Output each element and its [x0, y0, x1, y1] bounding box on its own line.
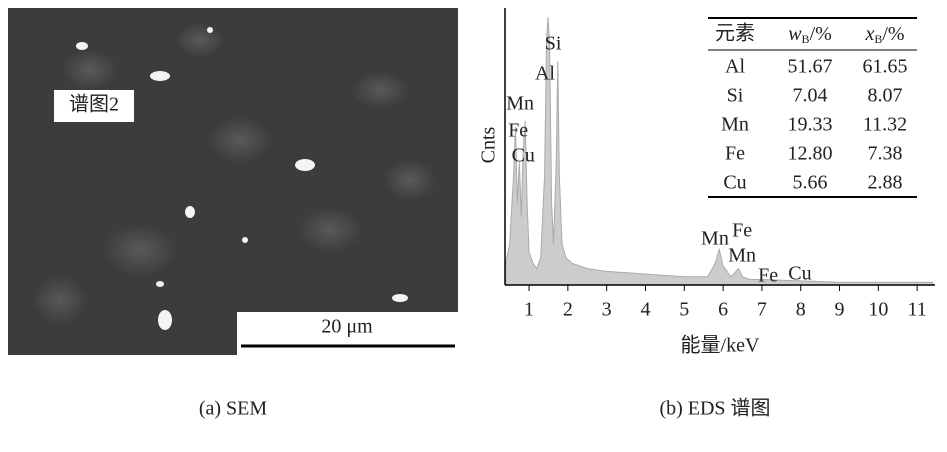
peak-label: Al [535, 62, 555, 84]
header-symbol: w [788, 23, 802, 45]
table-cell: Si [727, 85, 744, 107]
peak-label: Fe [732, 220, 752, 242]
sem-texture [30, 22, 438, 326]
x-tick-label: 10 [868, 299, 888, 321]
header-subscript: B [874, 32, 882, 46]
table-cell: 61.65 [863, 56, 908, 78]
header-subscript: B [802, 32, 810, 46]
x-tick-label: 1 [524, 299, 534, 321]
table-cell: 8.07 [868, 85, 903, 107]
table-cell: Al [725, 56, 745, 78]
peak-label: Mn [728, 244, 756, 266]
table-header: 元素 [715, 22, 755, 45]
spectrum [505, 17, 934, 286]
table-cell: 2.88 [868, 172, 903, 194]
table-header: xB/% [864, 23, 904, 46]
x-tick-label: 6 [718, 299, 728, 321]
table-cell: 51.67 [788, 56, 833, 78]
x-tick-label: 7 [757, 299, 767, 321]
table-cell: Fe [725, 143, 745, 165]
table-cell: 11.32 [863, 114, 907, 136]
peak-label: Fe [758, 264, 778, 286]
table-header: wB/% [788, 23, 832, 46]
spectrum-label: 谱图2 [69, 93, 119, 116]
peak-label: Mn [701, 228, 729, 250]
x-tick-label: 5 [679, 299, 689, 321]
caption: (b) EDS 谱图 [659, 397, 770, 420]
header-symbol: x [864, 23, 874, 45]
x-tick-label: 4 [640, 299, 650, 321]
x-tick-label: 2 [563, 299, 573, 321]
x-tick-label: 3 [602, 299, 612, 321]
table-cell: 5.66 [793, 172, 828, 194]
peak-label: Si [545, 32, 562, 54]
caption: (a) SEM [199, 398, 268, 420]
peak-label: Cu [788, 262, 811, 284]
table-bg [706, 16, 920, 198]
sem-particles [76, 27, 408, 330]
x-tick-label: 9 [835, 299, 845, 321]
x-tick-label: 8 [796, 299, 806, 321]
header-unit: /% [810, 23, 832, 45]
header-unit: /% [882, 23, 904, 45]
x-tick-label: 11 [908, 299, 927, 321]
table-cell: 7.38 [868, 143, 903, 165]
table-cell: 7.04 [793, 85, 828, 107]
table-cell: Cu [723, 172, 746, 194]
spectrum-label-box [54, 90, 134, 122]
table-cell: 12.80 [788, 143, 833, 165]
table-cell: Mn [721, 114, 749, 136]
table-cell: 19.33 [788, 114, 833, 136]
scale-bar-box [237, 312, 458, 355]
peak-label: Fe [508, 120, 528, 142]
x-axis-label: 能量/keV [681, 334, 760, 357]
peak-label: Cu [512, 144, 535, 166]
scale-bar-label: 20 μm [321, 316, 373, 338]
y-axis-label: Cnts [478, 126, 500, 163]
peak-label: Mn [506, 92, 534, 114]
